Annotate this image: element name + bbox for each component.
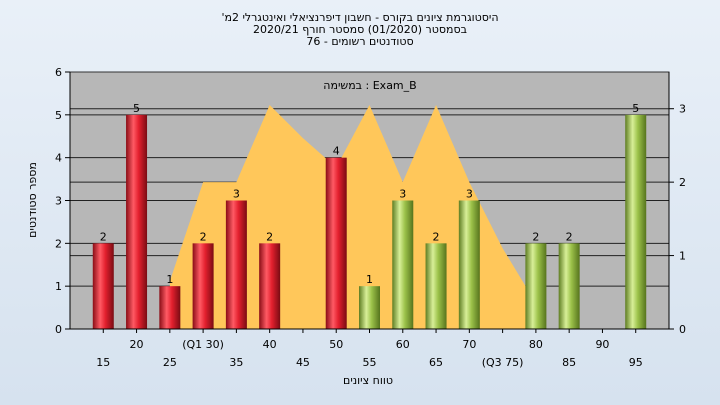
y-tick-label-6: 6: [55, 66, 62, 79]
bar-60: [392, 200, 414, 329]
data-label-40: 2: [266, 230, 273, 243]
data-label-80: 2: [532, 230, 539, 243]
x-axis-label: טווח ציונים: [343, 374, 393, 387]
bar-40: [259, 243, 281, 329]
y2-tick-label-2: 2: [679, 176, 686, 189]
data-label-layer: 2 5 1 2 3 2 4 1 3 2 3 2 2 5: [100, 102, 639, 286]
data-label-95: 5: [632, 102, 639, 115]
data-label-50: 4: [333, 145, 340, 158]
y2-tick-label-0: 0: [679, 323, 686, 336]
bar-80: [525, 243, 547, 329]
x-tick-label-65: 65: [429, 356, 443, 369]
x-tick-label-90: 90: [595, 338, 609, 351]
data-label-70: 3: [466, 188, 473, 201]
chart-title-line-2: בסמסטר (01/2020) סמסטר חורף 2020/21: [253, 23, 467, 36]
x-tick-label-75: (Q3 75): [482, 356, 524, 369]
data-label-60: 3: [399, 188, 406, 201]
x-tick-label-55: 55: [363, 356, 377, 369]
x-tick-label-60: 60: [396, 338, 410, 351]
x-tick-label-80: 80: [529, 338, 543, 351]
bar-15: [92, 243, 114, 329]
y-tick-label-1: 1: [55, 280, 62, 293]
data-label-55: 1: [366, 273, 373, 286]
bar-20: [126, 114, 148, 329]
x-tick-label-40: 40: [263, 338, 277, 351]
x-tick-label-85: 85: [562, 356, 576, 369]
y-axis-label: מספר סטודנטים: [26, 162, 39, 238]
bar-85: [558, 243, 580, 329]
x-tick-label-35: 35: [229, 356, 243, 369]
data-label-35: 3: [233, 188, 240, 201]
bar-65: [425, 243, 447, 329]
bar-70: [458, 200, 480, 329]
x-tick-label-25: 25: [163, 356, 177, 369]
bar-95: [625, 114, 647, 329]
y-tick-label-4: 4: [55, 152, 62, 165]
y-tick-label-0: 0: [55, 323, 62, 336]
x-tick-label-30: (Q1 30): [182, 338, 224, 351]
data-label-20: 5: [133, 102, 140, 115]
x-tick-label-95: 95: [629, 356, 643, 369]
chart-annotation: במשימה : Exam_B: [323, 79, 416, 92]
data-label-65: 2: [433, 230, 440, 243]
x-tick-label-15: 15: [96, 356, 110, 369]
bar-25: [159, 286, 181, 329]
x-tick-label-50: 50: [329, 338, 343, 351]
data-label-25: 1: [166, 273, 173, 286]
bar-series-layer: [92, 114, 647, 329]
y-tick-label-3: 3: [55, 195, 62, 208]
chart-title-line-3: סטודנטים רשומים - 76: [306, 35, 413, 48]
data-label-85: 2: [566, 230, 573, 243]
chart-title-line-1: 'היסטוגרמת ציונים בקורס - חשבון דיפרנציא…: [221, 11, 498, 24]
x-tick-label-20: 20: [130, 338, 144, 351]
bar-30: [192, 243, 214, 329]
x-tick-label-45: 45: [296, 356, 310, 369]
y-tick-label-2: 2: [55, 237, 62, 250]
y2-tick-label-3: 3: [679, 103, 686, 116]
bar-35: [225, 200, 247, 329]
x-tick-label-70: 70: [462, 338, 476, 351]
y2-tick-label-1: 1: [679, 250, 686, 263]
y-tick-label-5: 5: [55, 109, 62, 122]
data-label-15: 2: [100, 230, 107, 243]
bar-55: [359, 286, 380, 329]
data-label-30: 2: [200, 230, 207, 243]
bar-50: [325, 157, 347, 329]
